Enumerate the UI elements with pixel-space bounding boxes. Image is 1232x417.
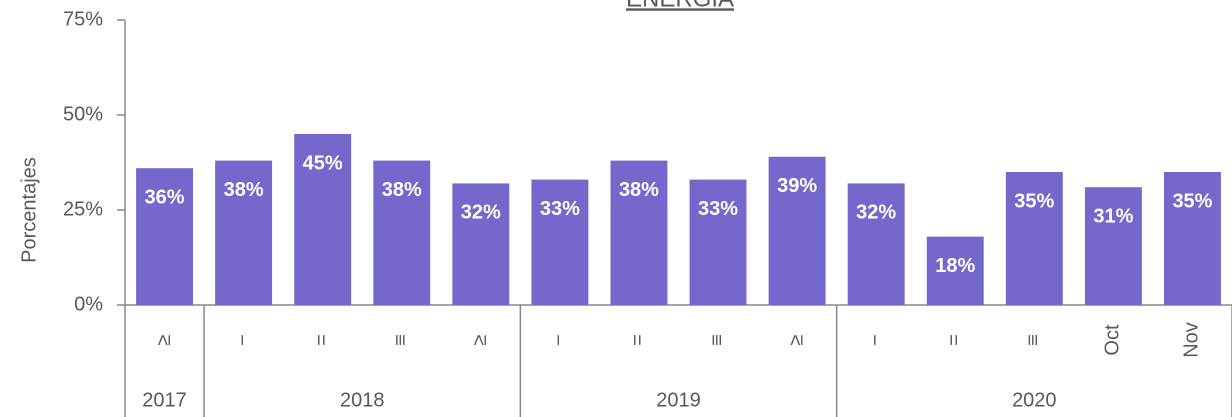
bar: [215, 160, 273, 305]
bar: [1005, 172, 1063, 305]
bar: [926, 236, 984, 305]
bar: [1084, 187, 1142, 305]
value-label: 35%: [1014, 190, 1054, 212]
x-tick-label: Oct: [1102, 324, 1124, 356]
x-tick-label: −: [232, 334, 254, 346]
bar: [136, 168, 194, 305]
x-tick-label: Nov: [1181, 322, 1203, 358]
x-tick-label: ≥: [785, 334, 807, 345]
group-label: 2020: [1012, 389, 1057, 411]
bar: [373, 160, 431, 305]
bar: [294, 134, 352, 305]
value-label: 36%: [145, 186, 185, 208]
value-label: 32%: [856, 202, 896, 224]
chart-title: ENERGÍA: [626, 0, 734, 12]
x-tick-label: =: [311, 334, 333, 346]
x-tick-label: =: [944, 334, 966, 346]
value-label: 33%: [698, 198, 738, 220]
value-label: 38%: [382, 179, 422, 201]
group-label: 2017: [142, 389, 187, 411]
value-label: 35%: [1172, 190, 1212, 212]
y-tick-label: 75%: [63, 8, 103, 30]
x-tick-label: −: [548, 334, 570, 346]
value-label: 32%: [461, 202, 501, 224]
bar: [847, 183, 905, 305]
value-label: 45%: [303, 152, 343, 174]
value-label: 18%: [935, 255, 975, 277]
group-label: 2018: [340, 389, 385, 411]
x-tick-label: ≡: [1023, 334, 1045, 346]
y-tick-label: 25%: [63, 198, 103, 220]
bar: [689, 179, 747, 305]
bar: [1163, 172, 1221, 305]
x-tick-label: ≡: [706, 334, 728, 346]
x-tick-label: ≥: [153, 334, 175, 345]
y-tick-label: 0%: [74, 293, 103, 315]
y-axis-label: Porcentajes: [18, 157, 40, 263]
bar: [768, 156, 826, 305]
bar: [610, 160, 668, 305]
value-label: 38%: [619, 179, 659, 201]
bar: [452, 183, 510, 305]
value-label: 31%: [1093, 205, 1133, 227]
x-tick-label: ≡: [390, 334, 412, 346]
x-tick-label: −: [864, 334, 886, 346]
group-label: 2019: [656, 389, 701, 411]
bar: [531, 179, 589, 305]
x-tick-label: ≥: [469, 334, 491, 345]
value-label: 33%: [540, 198, 580, 220]
x-tick-label: =: [627, 334, 649, 346]
value-label: 39%: [777, 175, 817, 197]
y-tick-label: 50%: [63, 103, 103, 125]
value-label: 38%: [224, 179, 264, 201]
